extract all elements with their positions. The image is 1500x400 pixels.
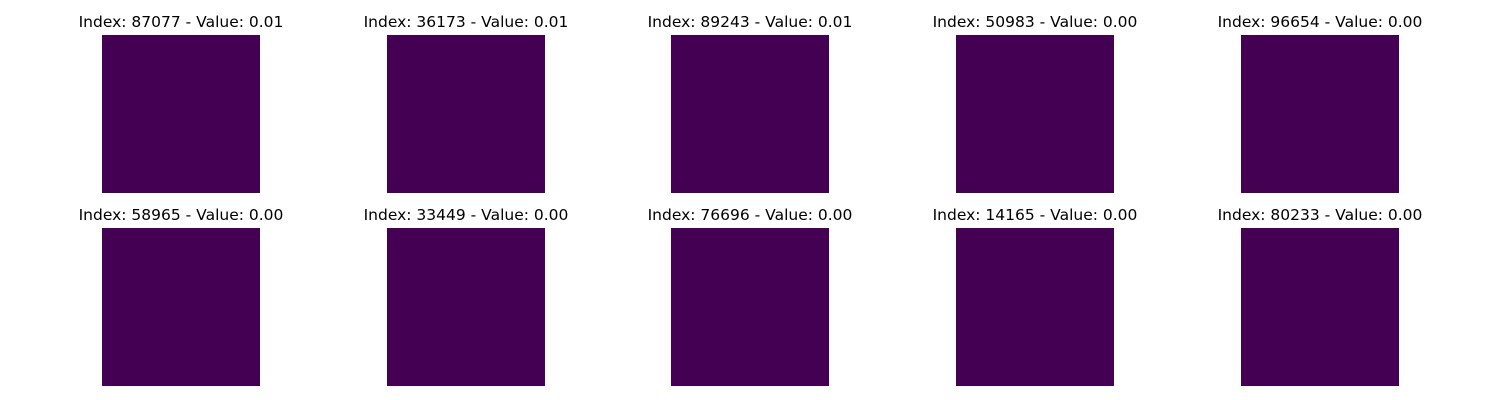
image-background — [956, 228, 1114, 386]
image-panel: Index: 50983 - Value: 0.00 — [933, 13, 1138, 193]
image-panel: Index: 96654 - Value: 0.00 — [1218, 13, 1423, 193]
panel-title: Index: 58965 - Value: 0.00 — [79, 206, 284, 224]
image-background — [1241, 35, 1399, 193]
panel-title: Index: 87077 - Value: 0.01 — [79, 13, 284, 31]
image-background — [387, 35, 545, 193]
image-background — [387, 228, 545, 386]
panel-title: Index: 89243 - Value: 0.01 — [648, 13, 853, 31]
panel-title: Index: 96654 - Value: 0.00 — [1218, 13, 1423, 31]
image-background — [1241, 228, 1399, 386]
image-panel: Index: 58965 - Value: 0.00 — [79, 206, 284, 386]
panel-title: Index: 50983 - Value: 0.00 — [933, 13, 1138, 31]
image-panel: Index: 87077 - Value: 0.01 — [79, 13, 284, 193]
image-panel: Index: 36173 - Value: 0.01 — [364, 13, 569, 193]
image-background — [102, 228, 260, 386]
image-panel: Index: 89243 - Value: 0.01 — [648, 13, 853, 193]
image-background — [671, 35, 829, 193]
image-panel: Index: 80233 - Value: 0.00 — [1218, 206, 1423, 386]
panel-title: Index: 36173 - Value: 0.01 — [364, 13, 569, 31]
image-background — [956, 35, 1114, 193]
panel-title: Index: 33449 - Value: 0.00 — [364, 206, 569, 224]
panel-title: Index: 76696 - Value: 0.00 — [648, 206, 853, 224]
image-panel: Index: 14165 - Value: 0.00 — [933, 206, 1138, 386]
image-background — [671, 228, 829, 386]
image-panel: Index: 33449 - Value: 0.00 — [364, 206, 569, 386]
image-panel: Index: 76696 - Value: 0.00 — [648, 206, 853, 386]
image-background — [102, 35, 260, 193]
panel-title: Index: 14165 - Value: 0.00 — [933, 206, 1138, 224]
panel-title: Index: 80233 - Value: 0.00 — [1218, 206, 1423, 224]
